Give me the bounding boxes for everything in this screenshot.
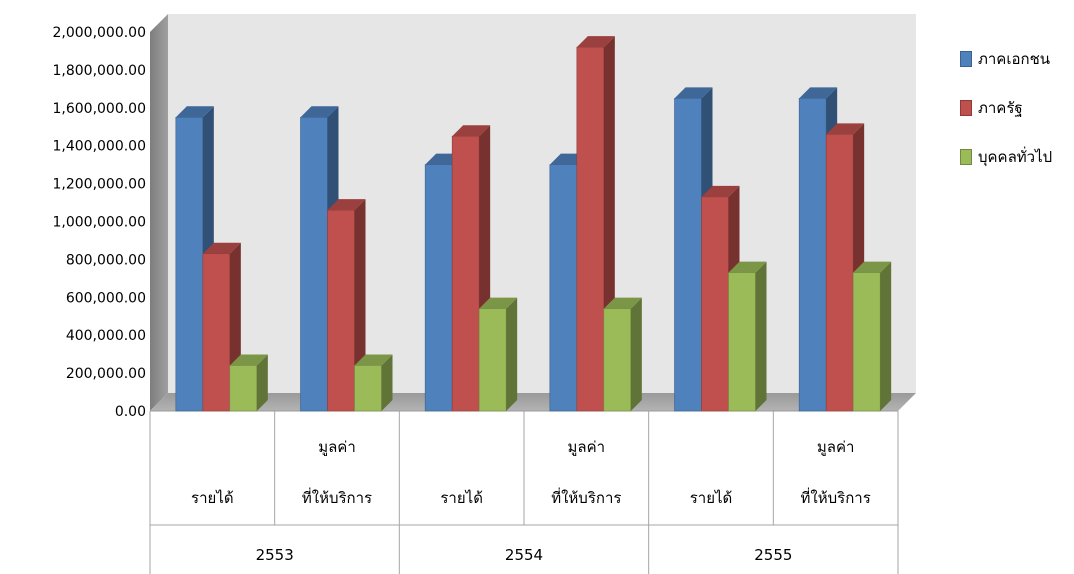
bar-2-1 <box>354 354 393 412</box>
legend: ภาคเอกชน ภาครัฐ บุคคลทั่วไป <box>960 48 1052 195</box>
category-label: มูลค่า <box>817 438 855 456</box>
y-tick-label: 1,400,000.00 <box>52 139 146 155</box>
y-tick-label: 2,000,000.00 <box>52 25 146 41</box>
y-tick-label: 1,600,000.00 <box>52 101 146 117</box>
y-tick-label: 1,800,000.00 <box>52 63 146 79</box>
legend-swatch-private <box>960 50 972 67</box>
category-label: รายได้ <box>690 489 733 507</box>
legend-item-government: ภาครัฐ <box>960 97 1052 118</box>
year-label: 2553 <box>256 546 294 564</box>
year-label: 2554 <box>505 546 543 564</box>
category-label: มูลค่า <box>568 438 606 456</box>
legend-swatch-government <box>960 99 972 116</box>
year-label: 2555 <box>754 546 792 564</box>
y-tick-label: 400,000.00 <box>66 328 146 344</box>
legend-label-private: ภาคเอกชน <box>978 49 1050 68</box>
legend-item-private: ภาคเอกชน <box>960 48 1052 69</box>
category-label: ที่ให้บริการ <box>302 487 372 507</box>
y-tick-label: 0.00 <box>115 404 146 420</box>
y-tick-label: 1,000,000.00 <box>52 215 146 231</box>
y-tick-label: 1,200,000.00 <box>52 177 146 193</box>
bar-2-2 <box>478 297 518 412</box>
category-label: ที่ให้บริการ <box>801 487 871 507</box>
legend-swatch-general-public <box>960 148 972 165</box>
y-tick-label: 800,000.00 <box>66 252 146 268</box>
bar-2-3 <box>603 297 642 412</box>
chart-bars <box>175 36 892 412</box>
legend-label-government: ภาครัฐ <box>978 98 1023 117</box>
bar-1-5 <box>825 123 865 412</box>
side-wall <box>150 14 168 411</box>
back-wall <box>168 14 916 393</box>
category-label: รายได้ <box>440 489 483 507</box>
y-axis-labels: 0.00 200,000.00 400,000.00 600,000.00 800,00… <box>52 25 146 420</box>
category-label: รายได้ <box>191 489 234 507</box>
category-label: ที่ให้บริการ <box>551 487 621 507</box>
bar-1-1 <box>327 199 366 412</box>
category-label: มูลค่า <box>318 438 356 456</box>
bar-2-4 <box>728 261 767 412</box>
y-tick-label: 600,000.00 <box>66 290 146 306</box>
legend-item-general-public: บุคคลทั่วไป <box>960 146 1052 167</box>
bar-2-5 <box>852 261 892 412</box>
y-tick-label: 200,000.00 <box>66 366 146 382</box>
legend-label-general-public: บุคคลทั่วไป <box>978 147 1053 166</box>
bar-2-0 <box>229 354 268 412</box>
x-axis: รายได้ มูลค่าที่ให้บริการ รายได้ มูลค่าที่ใ… <box>149 411 899 574</box>
